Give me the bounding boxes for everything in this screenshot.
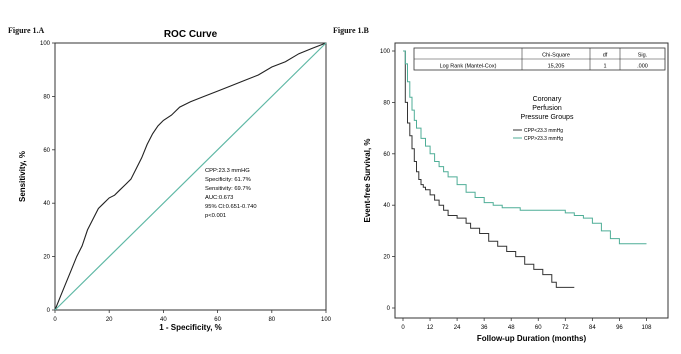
km-y-tick-label: 80 — [383, 100, 390, 106]
roc-x-tick-label: 80 — [268, 317, 275, 323]
log-rank-header-cell: Chi-Square — [542, 53, 570, 59]
km-x-tick-label: 96 — [616, 325, 623, 331]
km-plot-frame — [394, 42, 669, 319]
km-legend-title-line: Coronary — [533, 96, 562, 103]
log-rank-value-cell: 15,205 — [548, 64, 565, 70]
km-y-tick-label: 40 — [383, 203, 390, 209]
roc-x-tick-label: 100 — [321, 317, 332, 323]
roc-x-axis-label: 1 - Specificity, % — [159, 323, 222, 332]
roc-annotation-line: p<0.001 — [205, 213, 226, 219]
roc-curve-line — [54, 42, 327, 311]
km-x-axis-label: Follow-up Duration (months) — [477, 334, 587, 343]
km-legend-title-line: Pressure Groups — [521, 114, 574, 121]
log-rank-value-cell: 1 — [603, 64, 606, 70]
roc-annotation-line: Specificity: 61.7% — [205, 177, 251, 183]
roc-x-tick-label: 0 — [53, 317, 57, 323]
km-legend-title-line: Perfusion — [532, 105, 562, 112]
roc-y-tick-label: 60 — [43, 148, 50, 154]
roc-annotation-line: 95% CI:0.651-0.740 — [205, 204, 257, 210]
log-rank-value-cell: Log Rank (Mantel-Cox) — [440, 64, 497, 70]
roc-y-axis-label: Sensitivity, % — [18, 151, 27, 202]
km-y-tick-label: 0 — [387, 306, 391, 312]
figure-b-label: Figure 1.B — [333, 26, 369, 35]
km-x-tick-label: 108 — [641, 325, 652, 331]
km-y-tick-label: 100 — [380, 49, 391, 55]
roc-annotation-line: CPP:23.3 mmHG — [205, 168, 250, 174]
roc-y-tick-label: 80 — [43, 94, 50, 100]
km-x-tick-label: 84 — [589, 325, 596, 331]
log-rank-header-cell: df — [603, 53, 608, 59]
km-legend-label: CPP>23.3 mmHg — [524, 136, 563, 142]
km-curve-low-cpp — [403, 50, 575, 288]
roc-y-tick-label: 0 — [47, 308, 51, 314]
log-rank-value-cell: .000 — [637, 64, 648, 70]
km-y-axis-label: Event-free Survival, % — [363, 138, 372, 222]
roc-y-tick-label: 100 — [40, 41, 51, 47]
km-x-tick-label: 24 — [454, 325, 461, 331]
figure-a-label: Figure 1.A — [8, 26, 45, 35]
km-y-tick-label: 60 — [383, 152, 390, 158]
km-x-tick-label: 0 — [401, 325, 405, 331]
log-rank-header-cell: Sig. — [638, 53, 648, 59]
roc-y-tick-label: 20 — [43, 255, 50, 261]
roc-x-tick-label: 40 — [160, 317, 167, 323]
roc-plot-frame — [54, 42, 327, 311]
km-curve-high-cpp — [403, 50, 647, 245]
km-x-tick-label: 48 — [508, 325, 515, 331]
km-x-tick-label: 36 — [481, 325, 488, 331]
km-y-tick-label: 20 — [383, 255, 390, 261]
km-x-tick-label: 12 — [427, 325, 434, 331]
roc-x-tick-label: 20 — [106, 317, 113, 323]
roc-title: ROC Curve — [164, 29, 218, 40]
km-legend-label: CPP<23.3 mmHg — [524, 128, 563, 134]
roc-annotation-line: AUC:0.673 — [205, 195, 233, 201]
roc-annotation-line: Sensitivity: 69.7% — [205, 186, 251, 192]
km-x-tick-label: 72 — [562, 325, 569, 331]
km-x-tick-label: 60 — [535, 325, 542, 331]
roc-x-tick-label: 60 — [214, 317, 221, 323]
roc-y-tick-label: 40 — [43, 201, 50, 207]
roc-reference-line — [54, 42, 327, 311]
